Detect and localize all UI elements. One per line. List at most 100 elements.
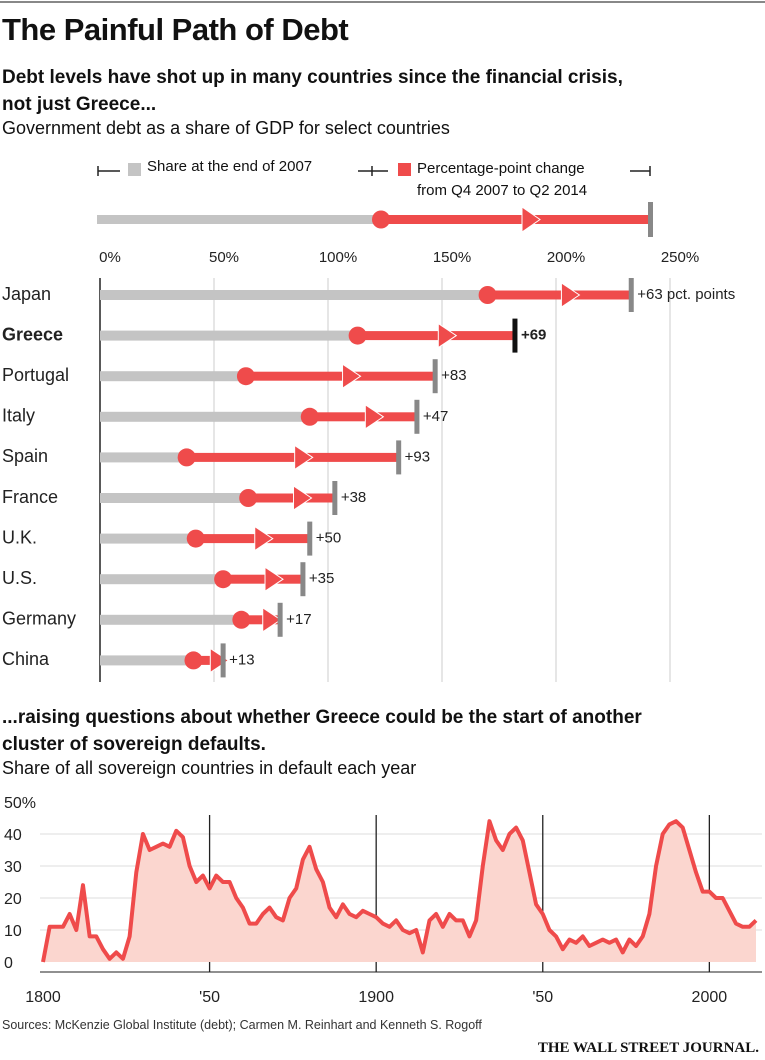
value-label: +17: [286, 611, 311, 628]
change-bar: [309, 412, 417, 422]
line: [41, 819, 758, 963]
start-dot: [186, 529, 205, 548]
value-label: +93: [405, 448, 430, 465]
start-dot: [232, 610, 251, 629]
y-tick-label: 40: [4, 827, 22, 844]
title: The Painful Path of Debt: [2, 12, 349, 47]
category-label: Portugal: [2, 365, 69, 385]
change-bar: [223, 574, 303, 584]
category-label: Spain: [2, 446, 48, 466]
base-bar: [100, 614, 242, 625]
description: Government debt as a share of GDP for se…: [2, 118, 450, 138]
arrow-head: [254, 525, 274, 552]
x-tick-label: '50: [532, 989, 553, 1006]
start-dot: [184, 651, 203, 670]
end-cap: [277, 602, 283, 637]
change-bar: [487, 290, 632, 300]
x-tick-label: 200%: [547, 249, 585, 266]
value-label: +83: [441, 367, 466, 384]
source: Sources: McKenzie Global Institute (debt…: [2, 1018, 482, 1032]
value-label: +50: [316, 530, 341, 547]
y-tick-label: 20: [4, 891, 22, 908]
end-cap: [414, 399, 420, 434]
category-label: Germany: [2, 609, 76, 629]
end-cap: [512, 318, 518, 353]
y-tick-label: 0: [4, 955, 13, 972]
change-bar: [186, 452, 399, 462]
start-dot: [177, 448, 196, 467]
value-label: +38: [341, 489, 366, 506]
base-bar: [100, 493, 249, 503]
arrow-head: [293, 485, 313, 511]
end-cap: [300, 562, 306, 597]
value-label: +63 pct. points: [637, 286, 735, 303]
area: [43, 821, 756, 962]
value-label: +35: [309, 570, 334, 587]
end-cap: [220, 643, 226, 678]
x-tick-label: 250%: [661, 249, 699, 266]
change-bar: [195, 534, 310, 544]
arrow-head: [342, 363, 362, 390]
base-bar: [100, 290, 488, 300]
subtitle: Debt levels have shot up in many countri…: [2, 67, 623, 115]
x-tick-label: 1900: [358, 989, 394, 1006]
publisher: THE WALL STREET JOURNAL.: [537, 1040, 759, 1056]
arrow-head: [262, 606, 282, 633]
y-tick-label: 50%: [4, 795, 36, 812]
change-bar: [357, 331, 515, 341]
x-tick-label: 150%: [433, 249, 471, 266]
value-label: +13: [229, 651, 254, 668]
end-cap: [628, 278, 634, 312]
value-label: +47: [423, 408, 448, 425]
category-label: Japan: [2, 284, 51, 304]
legend-label: Percentage-point change from Q4 2007 to …: [417, 160, 588, 199]
base-bar: [100, 533, 196, 544]
start-dot: [478, 286, 497, 304]
y-tick-label: 10: [4, 923, 22, 940]
base-bar: [100, 371, 246, 382]
base-bar: [100, 452, 187, 463]
x-tick-label: 100%: [319, 249, 357, 266]
category-label: Greece: [2, 324, 63, 344]
arrow-head: [364, 403, 385, 430]
description: Share of all sovereign countries in defa…: [2, 758, 417, 778]
y-tick-label: 30: [4, 859, 22, 876]
subtitle: ...raising questions about whether Greec…: [2, 707, 642, 755]
x-tick-label: 2000: [692, 989, 728, 1006]
x-tick-label: 1800: [25, 989, 61, 1006]
end-cap: [332, 481, 338, 515]
base-bar: [100, 411, 310, 422]
category-label: Italy: [2, 406, 35, 426]
base-bar: [100, 330, 358, 341]
legend-key: [97, 163, 653, 237]
end-cap: [396, 440, 402, 475]
start-dot: [236, 367, 255, 386]
change-bar: [241, 615, 281, 625]
arrow-head: [437, 322, 458, 349]
x-tick-label: '50: [199, 989, 220, 1006]
start-dot: [348, 326, 367, 345]
legend-label: Share at the end of 2007: [147, 158, 313, 175]
end-cap: [307, 521, 313, 556]
change-bar: [193, 655, 224, 665]
end-cap: [432, 359, 438, 394]
category-label: U.K.: [2, 527, 37, 547]
x-tick-label: 0%: [99, 249, 121, 266]
arrow-head: [560, 282, 581, 308]
category-label: France: [2, 487, 58, 507]
x-tick-label: 50%: [209, 249, 239, 266]
arrow-head: [264, 566, 284, 593]
base-bar: [100, 655, 194, 666]
base-bar: [100, 574, 224, 585]
category-label: U.S.: [2, 568, 37, 588]
change-bar: [245, 371, 436, 381]
category-label: China: [2, 649, 50, 669]
start-dot: [214, 570, 233, 589]
arrow-head: [209, 647, 230, 674]
change-bar: [248, 493, 335, 503]
start-dot: [300, 407, 319, 426]
start-dot: [239, 489, 258, 507]
value-label: +69: [521, 327, 546, 344]
